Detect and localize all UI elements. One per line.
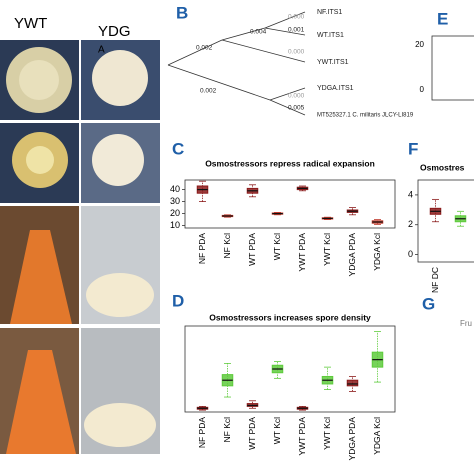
photo-label: YDG	[98, 23, 131, 40]
panel-label: G	[422, 294, 435, 313]
chart-title: Osmostres	[420, 162, 465, 172]
flask	[86, 273, 154, 317]
x-tick-label: YDGA Kcl	[372, 233, 382, 271]
photo-label: A	[98, 45, 105, 56]
x-tick-label: YWT PDA	[297, 233, 307, 272]
x-tick-label: YDGA Kcl	[372, 417, 382, 455]
panel-label: D	[172, 291, 184, 310]
leaf: YDGA.ITS1	[317, 85, 354, 92]
colony	[19, 60, 59, 100]
x-tick-label: NF DC	[430, 267, 440, 293]
tick-label: 20	[415, 40, 424, 49]
leaf: YWT.ITS1	[317, 59, 349, 66]
y-tick-label: 30	[170, 196, 180, 206]
x-tick-label: NF Kcl	[222, 417, 232, 443]
branch-label: 0.004	[250, 29, 267, 36]
x-tick-label: YDGA PDA	[347, 417, 357, 461]
tick-label: 0	[420, 85, 425, 94]
branch-label: 0.002	[196, 45, 213, 52]
leaf: MT525327.1 C. militaris JLCY-LI819	[317, 113, 414, 119]
colony	[92, 134, 144, 186]
y-tick-label: 4	[408, 189, 413, 199]
branch-label: 0.001	[288, 27, 305, 34]
flask	[6, 350, 76, 454]
x-tick-label: NF Kcl	[222, 233, 232, 259]
photos: YWT YDG A	[0, 15, 160, 454]
photo-label: YWT	[14, 15, 47, 32]
branch-label: 0.002	[200, 88, 217, 95]
colony	[92, 50, 148, 106]
x-tick-label: NF PDA	[197, 417, 207, 449]
x-tick-label: WT Kcl	[272, 233, 282, 260]
y-tick-label: 0	[408, 249, 413, 259]
y-tick-label: 40	[170, 184, 180, 194]
branch-label: 0.005	[288, 105, 305, 112]
leaf: NF.ITS1	[317, 9, 342, 16]
box	[346, 379, 359, 387]
x-tick-label: WT PDA	[247, 417, 257, 450]
plot-frame	[184, 179, 396, 229]
x-tick-label: YWT Kcl	[322, 233, 332, 266]
plot-frame	[417, 179, 474, 263]
chart-title: Osmostressors increases spore density	[209, 312, 371, 322]
panel-label: C	[172, 139, 184, 158]
plot-frame	[184, 325, 396, 413]
y-tick-label: 10	[170, 220, 180, 230]
x-tick-label: NF PDA	[197, 233, 207, 265]
branch-label: 0.000	[288, 93, 305, 100]
leaf: WT.ITS1	[317, 32, 344, 39]
y-tick-label: 2	[408, 219, 413, 229]
panel-text: Fru	[460, 319, 472, 328]
branch-label: 0.000	[288, 49, 305, 56]
chart-title: Osmostressors repress radical expansion	[205, 158, 375, 168]
flask	[84, 403, 156, 447]
x-tick-label: YWT Kcl	[322, 417, 332, 450]
branch	[167, 11, 306, 116]
x-tick-label: WT PDA	[247, 233, 257, 266]
y-tick-label: 20	[170, 208, 180, 218]
branch-label: 0.000	[288, 14, 305, 21]
x-tick-label: YDGA PDA	[347, 233, 357, 277]
x-tick-label: WT Kcl	[272, 417, 282, 444]
x-tick-label: YWT PDA	[297, 417, 307, 456]
plot-frame	[431, 35, 474, 101]
panel-label: B	[176, 3, 188, 22]
tree	[167, 11, 306, 116]
flask	[10, 230, 72, 324]
colony	[26, 146, 54, 174]
panel-label: F	[408, 139, 418, 158]
panel-label: E	[437, 9, 448, 28]
